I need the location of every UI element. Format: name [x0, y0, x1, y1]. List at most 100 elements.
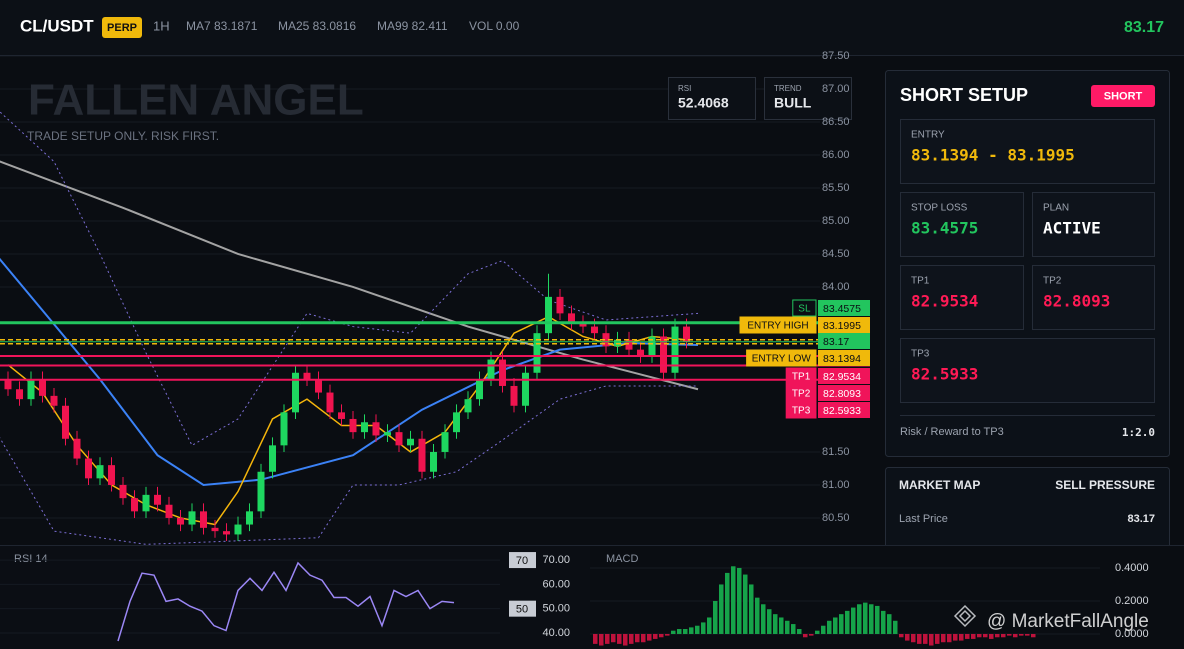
watermark-icon: [953, 604, 977, 628]
candle-body: [395, 432, 403, 446]
short-badge[interactable]: SHORT: [1104, 90, 1143, 102]
level-label: TP3: [792, 406, 811, 417]
y-tick-label: 50.00: [542, 603, 570, 615]
candle-body: [533, 333, 541, 373]
candle-body: [407, 438, 414, 446]
candle-body: [142, 494, 150, 512]
histogram-bar: [599, 633, 604, 646]
histogram-bar: [1013, 633, 1018, 638]
histogram-bar: [611, 633, 616, 643]
rr-label: Risk / Reward to TP3: [900, 426, 1004, 438]
entry-value: 83.1394 - 83.1995: [911, 146, 1075, 165]
indicator-line: [0, 385, 698, 545]
level-value-box: [818, 333, 870, 349]
histogram-bar: [971, 633, 976, 639]
short-badge-bg: [1091, 85, 1155, 107]
level-label-box: [785, 367, 817, 385]
level-label: SL: [798, 304, 811, 315]
histogram-bar: [1031, 633, 1036, 638]
interval[interactable]: 1H: [153, 18, 170, 33]
histogram-bar: [803, 633, 808, 638]
tp3-value: 82.5933: [911, 365, 978, 384]
candle-body: [292, 372, 299, 413]
level-label: TP1: [792, 372, 811, 383]
histogram-bar: [989, 633, 994, 639]
histogram-bar: [1019, 633, 1024, 636]
tp2-value: 82.8093: [1043, 292, 1110, 311]
stop-label: STOP LOSS: [911, 203, 968, 214]
candle-body: [27, 379, 35, 400]
candle-body: [50, 395, 58, 406]
histogram-bar: [683, 629, 688, 634]
candle-body: [453, 412, 460, 433]
y-tick-label: 81.00: [822, 479, 850, 491]
histogram-bar: [947, 633, 952, 643]
candle-body: [637, 349, 644, 357]
level-value-box: [818, 402, 870, 418]
level-value-box: [818, 317, 870, 333]
y-tick-label: 80.50: [822, 512, 850, 524]
histogram-bar: [809, 633, 814, 636]
histogram-bar: [935, 633, 940, 644]
candle-body: [4, 379, 12, 390]
histogram-bar: [731, 566, 736, 634]
candle-body: [384, 432, 391, 436]
level-value-box: [818, 385, 870, 401]
level-label: ENTRY LOW: [752, 354, 812, 365]
histogram-bar: [851, 607, 856, 634]
level-marker: [509, 600, 536, 617]
level-value: 83.17: [823, 336, 849, 348]
y-tick-label: 0.2000: [1115, 595, 1149, 607]
histogram-bar: [887, 614, 892, 634]
candle-body: [211, 527, 219, 532]
y-tick-label: 0.0000: [1115, 628, 1149, 640]
candle-body: [96, 465, 104, 479]
histogram-bar: [833, 617, 838, 634]
level-label-box: [792, 299, 817, 317]
candle-body: [510, 385, 518, 406]
plan-card: [1032, 192, 1155, 257]
candle-body: [165, 504, 173, 518]
candle-body: [556, 296, 564, 314]
histogram-bar: [617, 633, 622, 644]
level-value-box: [818, 368, 870, 384]
histogram-bar: [911, 633, 916, 643]
y-tick-label: 60.00: [542, 578, 570, 590]
macd-title: MACD: [606, 553, 638, 565]
histogram-bar: [677, 629, 682, 634]
candle-body: [108, 465, 115, 485]
y-tick-label: 84.00: [822, 281, 850, 293]
histogram-bar: [785, 620, 790, 634]
level-value: 82.8093: [823, 388, 861, 400]
level-value: 82.5933: [823, 405, 861, 417]
histogram-bar: [1001, 633, 1006, 638]
map-price-value: 83.17: [1127, 513, 1155, 525]
candle-body: [579, 323, 587, 327]
histogram-bar: [905, 633, 910, 641]
level-marker-label: 50: [516, 604, 528, 616]
y-tick-label: 0.4000: [1115, 562, 1149, 574]
histogram-bar: [929, 633, 934, 646]
candle-body: [62, 405, 69, 439]
histogram-bar: [653, 633, 658, 639]
level-label-box: [739, 316, 817, 334]
top-bar: [0, 0, 1184, 55]
candle-body: [476, 379, 483, 400]
level-value: 82.9534: [823, 371, 861, 383]
watermark: @ MarketFallAngle: [987, 611, 1149, 632]
candle-body: [568, 313, 575, 324]
candle-body: [177, 517, 184, 525]
level-label-box: [785, 401, 817, 419]
volume: VOL 0.00: [469, 19, 520, 33]
histogram-bar: [779, 617, 784, 634]
level-value: 83.4575: [823, 303, 861, 315]
candle-body: [522, 372, 529, 406]
level-marker-label: 70: [516, 555, 528, 567]
y-tick-label: 70.00: [542, 554, 570, 566]
indicator-charts: 70.00 60.00 50.00 40.00 70 50 0.4000 0.2000 0.00…: [0, 552, 1149, 646]
candle-body: [441, 432, 449, 452]
stop-value: 83.4575: [911, 219, 978, 238]
candle-body: [660, 336, 667, 373]
histogram-bar: [737, 567, 742, 634]
level-value-box: [818, 300, 870, 316]
